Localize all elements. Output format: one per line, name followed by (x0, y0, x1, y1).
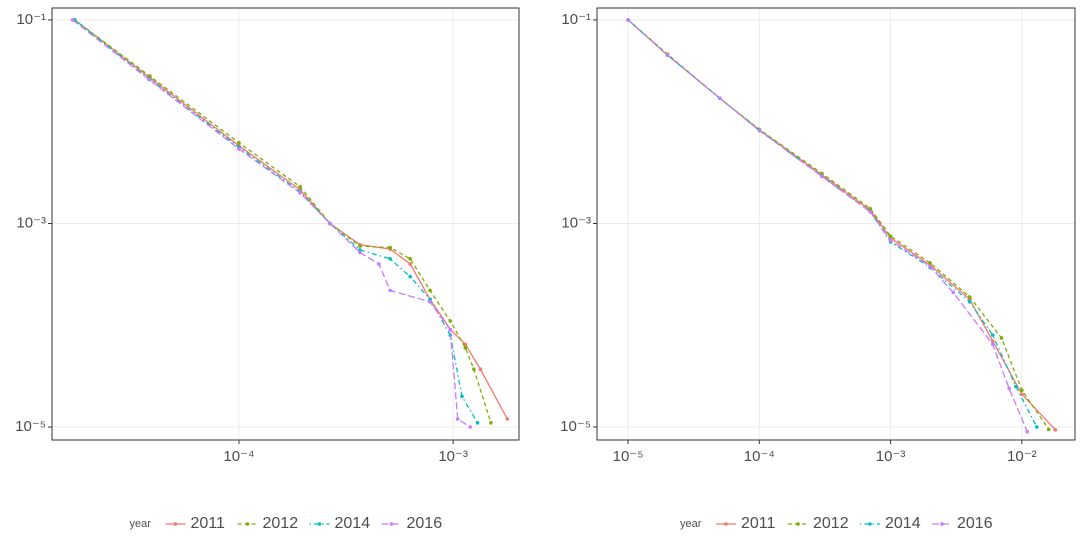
data-point (757, 128, 762, 133)
plot-background (52, 8, 519, 440)
data-point (463, 346, 468, 350)
data-point (448, 328, 453, 332)
data-point (377, 262, 381, 266)
data-point (928, 261, 932, 265)
data-point (868, 206, 873, 211)
y-tick-label: 10⁻³ (16, 214, 46, 231)
data-point (298, 191, 302, 195)
data-point (475, 421, 480, 425)
data-point (990, 339, 995, 343)
data-point (999, 336, 1004, 340)
data-point (1046, 427, 1051, 432)
y-tick-label: 10⁻¹ (16, 11, 46, 28)
data-point (358, 244, 362, 248)
data-point (408, 262, 412, 266)
data-point (1007, 386, 1011, 391)
data-point (408, 274, 412, 279)
x-tick-label: 10⁻⁴ (223, 448, 254, 465)
series-line (72, 19, 471, 428)
data-point (990, 342, 995, 347)
data-point (70, 18, 75, 22)
data-point (460, 394, 464, 399)
series-line (627, 19, 1050, 430)
data-point (1014, 384, 1018, 389)
legend-title: year (680, 518, 702, 530)
data-point (148, 74, 152, 79)
data-point (448, 319, 453, 323)
legend-key-point (245, 522, 250, 526)
data-point (472, 367, 476, 372)
data-point (428, 297, 432, 302)
data-point (626, 18, 630, 22)
legend-label: 2011 (741, 515, 776, 532)
data-point (428, 288, 432, 293)
legend-label: 2016 (957, 515, 993, 532)
legend-key-point (868, 522, 872, 526)
data-point (147, 77, 151, 82)
data-point (408, 256, 412, 261)
data-point (468, 425, 472, 429)
data-point (388, 245, 392, 250)
data-point (489, 421, 493, 425)
data-point (1053, 427, 1058, 432)
data-point (328, 221, 332, 226)
x-tick-label: 10⁻⁴ (744, 448, 775, 465)
data-point (820, 174, 824, 179)
legend-label: 2014 (335, 515, 371, 532)
x-tick-label: 10⁻⁵ (613, 448, 644, 465)
data-point (1020, 392, 1024, 397)
data-point (358, 250, 362, 255)
data-point (1035, 425, 1039, 429)
data-point (718, 96, 722, 101)
data-point (967, 300, 972, 304)
legend-title: year (130, 518, 152, 530)
data-point (237, 147, 241, 151)
data-point (665, 53, 670, 58)
data-point (478, 367, 483, 372)
data-point (820, 171, 824, 176)
legend-label: 2012 (263, 515, 299, 532)
plot-border (596, 7, 1076, 441)
legend-label: 2011 (191, 515, 226, 532)
data-point (868, 210, 873, 214)
data-point (388, 256, 392, 261)
data-point (298, 184, 302, 189)
y-tick-label: 10⁻³ (561, 214, 591, 231)
series-line (74, 19, 479, 424)
series-line (627, 19, 1038, 428)
data-point (237, 141, 241, 145)
data-point (967, 295, 972, 299)
data-point (888, 238, 893, 243)
data-point (1025, 429, 1030, 434)
y-tick-label: 10⁻⁵ (560, 418, 591, 435)
data-point (928, 264, 932, 269)
data-point (505, 417, 510, 421)
legend-label: 2016 (407, 515, 443, 532)
data-point (388, 288, 392, 293)
y-tick-label: 10⁻¹ (561, 11, 591, 28)
legend-key-point (317, 522, 322, 526)
plot-background (597, 8, 1075, 440)
x-tick-label: 10⁻² (1007, 448, 1037, 465)
data-point (455, 417, 460, 421)
legend-label: 2014 (885, 515, 921, 532)
legend-key-point (796, 522, 800, 526)
data-point (1020, 388, 1024, 393)
data-point (888, 234, 893, 239)
x-tick-label: 10⁻³ (438, 448, 468, 465)
data-point (428, 300, 432, 304)
legend-label: 2012 (813, 515, 849, 532)
legend-key-point (389, 522, 394, 526)
legend-key-point (173, 522, 178, 526)
x-tick-label: 10⁻³ (876, 448, 906, 465)
data-point (951, 290, 956, 295)
series-line (627, 19, 1028, 432)
plot-border (51, 7, 520, 441)
data-point (990, 333, 995, 337)
y-tick-label: 10⁻⁵ (15, 418, 46, 435)
legend-key-point (724, 522, 728, 526)
legend-key-point (940, 522, 944, 526)
data-point (358, 248, 362, 252)
